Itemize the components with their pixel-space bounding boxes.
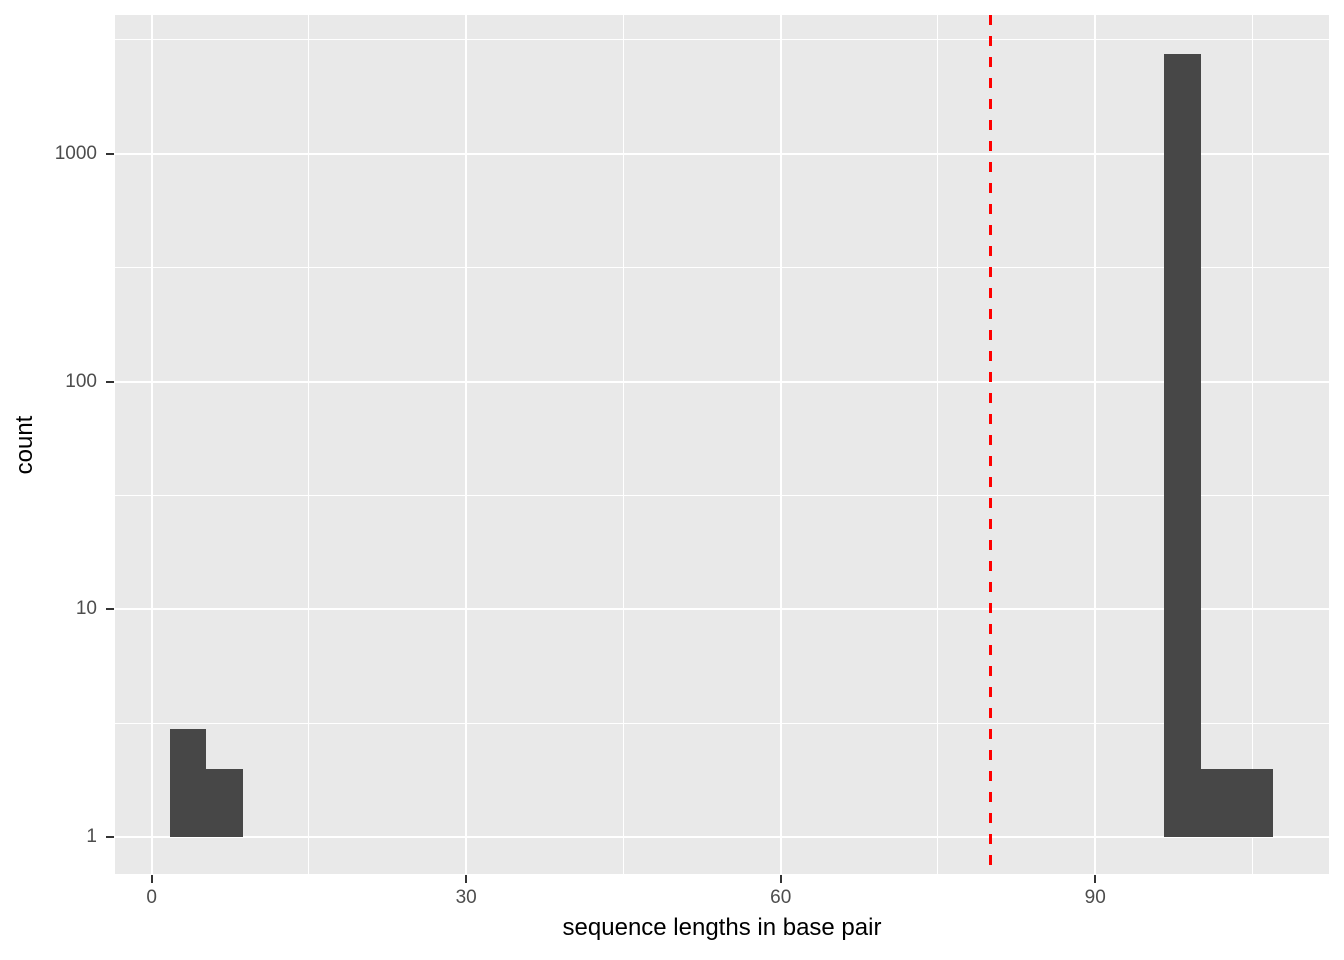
x-axis-title: sequence lengths in base pair [562, 914, 882, 941]
y-tick-mark [106, 380, 114, 383]
x-minor-gridline [622, 15, 624, 874]
x-tick-mark [779, 875, 782, 883]
x-tick-mark [1094, 875, 1097, 883]
x-tick-label: 60 [770, 887, 792, 908]
x-minor-gridline [1251, 15, 1253, 874]
x-tick-mark [150, 875, 153, 883]
y-tick-mark [106, 836, 114, 839]
x-major-gridline [779, 15, 782, 874]
y-tick-label: 10 [75, 598, 97, 620]
histogram-bar [206, 768, 243, 838]
y-minor-gridline [115, 267, 1329, 269]
y-major-gridline [115, 152, 1329, 155]
y-tick-label: 100 [65, 370, 97, 392]
x-tick-label: 0 [146, 887, 157, 908]
y-major-gridline [115, 608, 1329, 611]
y-tick-mark [106, 608, 114, 611]
y-axis-title: count [11, 415, 38, 474]
x-minor-gridline [308, 15, 310, 874]
histogram-bar [1164, 53, 1202, 838]
threshold-vline [988, 15, 992, 874]
y-tick-label: 1000 [54, 142, 97, 164]
x-major-gridline [465, 15, 468, 874]
x-minor-gridline [937, 15, 939, 874]
x-tick-label: 30 [455, 887, 477, 908]
y-major-gridline [115, 836, 1329, 839]
plot-panel [115, 15, 1329, 874]
histogram-bar [170, 728, 207, 838]
y-minor-gridline [115, 722, 1329, 724]
x-major-gridline [1094, 15, 1097, 874]
x-major-gridline [150, 15, 153, 874]
x-tick-mark [465, 875, 468, 883]
x-tick-label: 90 [1084, 887, 1106, 908]
y-minor-gridline [115, 39, 1329, 41]
y-minor-gridline [115, 494, 1329, 496]
y-tick-label: 1 [86, 826, 97, 848]
y-major-gridline [115, 380, 1329, 383]
y-tick-mark [106, 152, 114, 155]
histogram-bar [1201, 768, 1274, 838]
